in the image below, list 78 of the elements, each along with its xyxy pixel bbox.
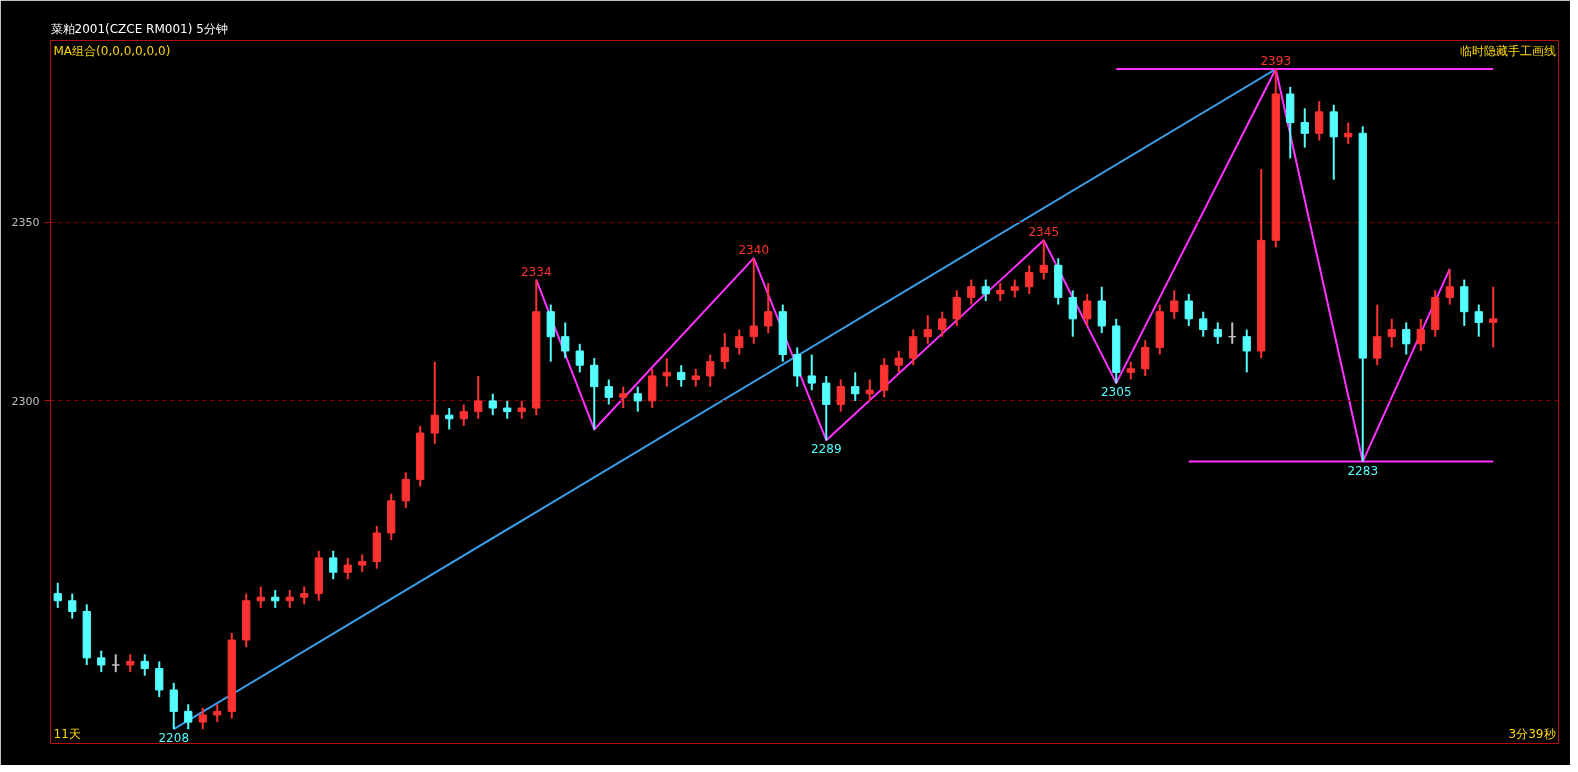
y-tick-label: 2350 (11, 216, 40, 230)
annotation: 2345 (1028, 225, 1060, 240)
annotation: MA组合(0,0,0,0,0,0) (53, 43, 171, 58)
annotation: 2289 (810, 442, 842, 457)
candlestick (1213, 321, 1222, 345)
candlestick (184, 703, 193, 731)
candlestick (1373, 303, 1382, 367)
candlestick (604, 378, 613, 406)
candlestick (1445, 267, 1454, 306)
candlestick (720, 332, 729, 370)
candlestick (662, 357, 671, 388)
candlestick (329, 549, 338, 581)
candlestick (169, 681, 178, 731)
candlestick (474, 374, 483, 420)
candlestick (1083, 292, 1092, 327)
candlestick (343, 556, 352, 581)
candlestick (865, 378, 874, 402)
candlestick (1402, 321, 1411, 356)
annotation: 2305 (1100, 385, 1132, 400)
candlestick (445, 407, 454, 431)
annotation: 11天 (53, 726, 81, 741)
annotation: 2283 (1347, 463, 1379, 478)
candlestick (155, 660, 164, 699)
candlestick (735, 328, 744, 356)
candlestick (706, 353, 715, 388)
candlestick (575, 342, 584, 374)
candlestick (633, 385, 642, 413)
annotation: 2340 (738, 243, 770, 258)
candlestick (401, 471, 410, 509)
candlestick (256, 585, 265, 609)
candlestick (1068, 289, 1077, 338)
annotation: 临时隐藏手工画线 (1459, 43, 1556, 58)
candlestick (749, 257, 758, 345)
candlestick (430, 360, 439, 445)
candlestick (764, 282, 773, 335)
candlestick (967, 278, 976, 306)
candlestick (1199, 310, 1208, 338)
candlestick (1474, 303, 1483, 338)
candlestick (459, 403, 468, 427)
candlestick (1387, 317, 1396, 349)
candlestick (793, 346, 802, 388)
candlestick (1141, 339, 1150, 377)
annotation: 2393 (1260, 54, 1292, 69)
candlestick (590, 357, 599, 431)
candlestick (68, 592, 77, 620)
y-tick-label: 2300 (11, 394, 40, 408)
candlestick (1170, 289, 1179, 320)
candlestick (1184, 292, 1193, 327)
candlestick (561, 321, 570, 360)
candlestick (97, 649, 106, 674)
candlestick (938, 310, 947, 338)
candlestick (1025, 264, 1034, 295)
candlestick (198, 706, 207, 731)
candlestick (822, 374, 831, 442)
candlestick (981, 278, 990, 302)
candlestick (488, 392, 497, 417)
candlestick (807, 353, 816, 392)
candlestick (1344, 121, 1353, 145)
candlestick (1242, 328, 1251, 374)
candlestick (923, 314, 932, 345)
candlestick (677, 364, 686, 388)
candlestick (1489, 285, 1498, 349)
candlestick (53, 581, 62, 609)
candlestick (836, 378, 845, 413)
candlestick (1300, 107, 1309, 149)
candlestick (1416, 317, 1425, 352)
candlestick (894, 349, 903, 374)
candlestick (851, 371, 860, 402)
candlestick (1315, 100, 1324, 142)
chart-title: 菜粕2001(CZCE RM001) 5分钟 (50, 21, 228, 36)
candlestick (952, 289, 961, 327)
annotation: 2334 (520, 264, 552, 279)
candlestick (909, 328, 918, 367)
annotation: 2208 (158, 731, 190, 746)
candlestick (619, 385, 628, 410)
text: 3分39秒 (1508, 726, 1556, 741)
candlestick (140, 653, 149, 677)
candlestick (1039, 239, 1048, 281)
